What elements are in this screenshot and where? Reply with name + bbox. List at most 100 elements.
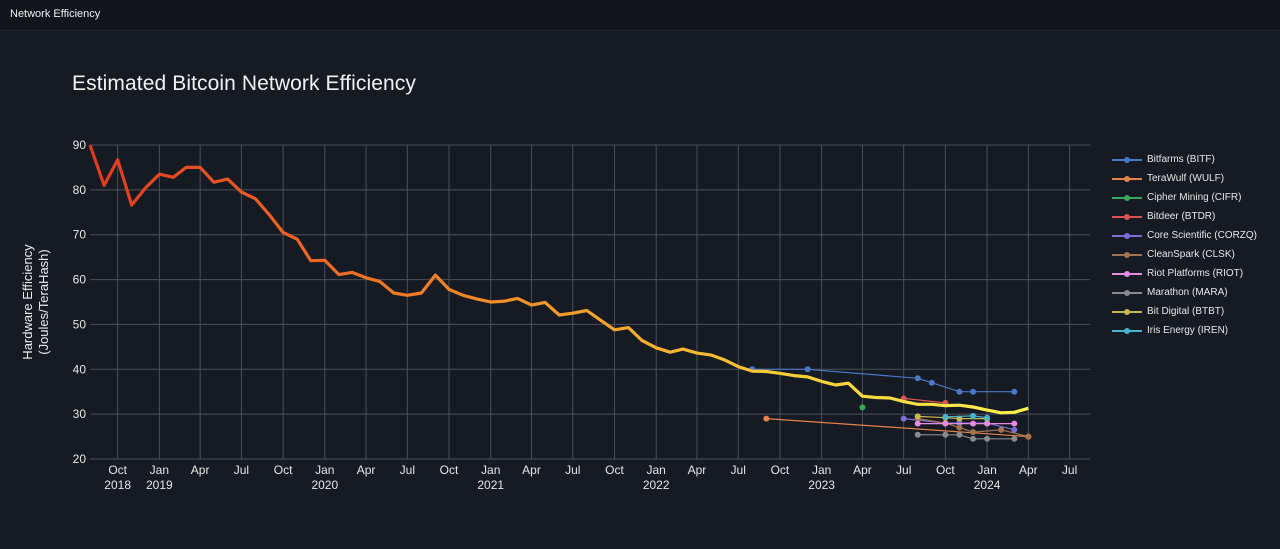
- legend-item[interactable]: TeraWulf (WULF): [1112, 169, 1272, 188]
- series-iris-energy-iren: [942, 412, 991, 421]
- y-tick-label: 90: [73, 138, 87, 152]
- data-point[interactable]: [1011, 426, 1018, 433]
- data-point[interactable]: [914, 375, 921, 382]
- legend-swatch-icon: [1112, 231, 1142, 241]
- x-tick-label: Oct: [108, 463, 127, 477]
- series-bitfarms-bitf: [749, 366, 1018, 395]
- data-point[interactable]: [970, 420, 977, 427]
- legend-swatch-icon: [1112, 269, 1142, 279]
- data-point[interactable]: [942, 420, 949, 427]
- series-line: [945, 415, 988, 419]
- legend-swatch-icon: [1112, 174, 1142, 184]
- legend-swatch-icon: [1112, 326, 1142, 336]
- x-tick-label: Jan: [150, 463, 169, 477]
- series-marathon-mara: [914, 431, 1018, 442]
- legend-item[interactable]: Bit Digital (BTBT): [1112, 302, 1272, 321]
- y-tick-label: 80: [73, 183, 87, 197]
- x-tick-year-label: 2020: [311, 478, 338, 492]
- window-title: Network Efficiency: [10, 8, 101, 20]
- y-tick-label: 50: [73, 317, 87, 331]
- legend-label: CleanSpark (CLSK): [1147, 249, 1235, 260]
- x-tick-label: Jul: [896, 463, 911, 477]
- data-point[interactable]: [970, 435, 977, 442]
- data-point[interactable]: [998, 426, 1005, 433]
- series-line: [766, 418, 1029, 438]
- data-point[interactable]: [1011, 435, 1018, 442]
- legend-swatch-icon: [1112, 155, 1142, 165]
- data-point[interactable]: [1025, 433, 1032, 440]
- x-tick-label: Apr: [688, 463, 707, 477]
- data-point[interactable]: [914, 431, 921, 438]
- legend-item[interactable]: Bitdeer (BTDR): [1112, 207, 1272, 226]
- legend-swatch-icon: [1112, 288, 1142, 298]
- legend-item[interactable]: Bitfarms (BITF): [1112, 150, 1272, 169]
- legend-item[interactable]: Marathon (MARA): [1112, 283, 1272, 302]
- data-point[interactable]: [763, 415, 770, 422]
- grid-layer: [90, 144, 1090, 460]
- data-point[interactable]: [984, 420, 991, 427]
- y-axis-title-line2: (Joules/TeraHash): [36, 249, 51, 355]
- x-tick-year-label: 2018: [104, 478, 131, 492]
- data-point[interactable]: [914, 420, 921, 427]
- data-point[interactable]: [804, 366, 811, 373]
- y-tick-label: 20: [73, 452, 87, 466]
- legend-item[interactable]: Cipher Mining (CIFR): [1112, 188, 1272, 207]
- x-tick-year-label: 2021: [477, 478, 504, 492]
- data-point[interactable]: [956, 431, 963, 438]
- legend-item[interactable]: Iris Energy (IREN): [1112, 321, 1272, 340]
- data-point[interactable]: [942, 413, 949, 420]
- data-point[interactable]: [859, 404, 866, 411]
- x-tick-year-label: 2019: [146, 478, 173, 492]
- data-point[interactable]: [970, 412, 977, 419]
- series-line: [917, 434, 1015, 440]
- series-line: [752, 368, 1015, 393]
- x-tick-label: Jan: [812, 463, 831, 477]
- legend-label: Marathon (MARA): [1147, 287, 1228, 298]
- app-topbar: Network Efficiency: [0, 0, 1280, 31]
- data-point[interactable]: [970, 429, 977, 436]
- legend-label: Bitfarms (BITF): [1147, 154, 1215, 165]
- legend-swatch-icon: [1112, 193, 1142, 203]
- y-tick-label: 70: [73, 228, 87, 242]
- x-tick-label: Apr: [1019, 463, 1038, 477]
- legend-item[interactable]: Riot Platforms (RIOT): [1112, 264, 1272, 283]
- x-tick-label: Jan: [481, 463, 500, 477]
- legend-swatch-icon: [1112, 212, 1142, 222]
- data-point[interactable]: [970, 388, 977, 395]
- data-point[interactable]: [928, 379, 935, 386]
- data-point[interactable]: [942, 431, 949, 438]
- x-tick-year-label: 2024: [974, 478, 1001, 492]
- legend-label: Cipher Mining (CIFR): [1147, 192, 1242, 203]
- series-line: [903, 397, 946, 404]
- legend-item[interactable]: Core Scientific (CORZQ): [1112, 226, 1272, 245]
- data-point[interactable]: [914, 413, 921, 420]
- data-point[interactable]: [956, 388, 963, 395]
- x-tick-label: Jul: [565, 463, 580, 477]
- x-tick-label: Apr: [191, 463, 210, 477]
- x-tick-label: Apr: [853, 463, 872, 477]
- y-axis-title-line1: Hardware Efficiency: [20, 244, 35, 360]
- x-tick-label: Oct: [605, 463, 624, 477]
- x-tick-label: Jul: [1062, 463, 1077, 477]
- legend: Bitfarms (BITF) TeraWulf (WULF) Cipher Min…: [1112, 150, 1272, 340]
- legend-label: Riot Platforms (RIOT): [1147, 268, 1244, 279]
- legend-label: Iris Energy (IREN): [1147, 325, 1229, 336]
- x-tick-label: Oct: [440, 463, 459, 477]
- x-tick-label: Oct: [771, 463, 790, 477]
- data-point[interactable]: [1011, 388, 1018, 395]
- data-point[interactable]: [956, 424, 963, 431]
- data-point[interactable]: [984, 414, 991, 421]
- data-point[interactable]: [984, 435, 991, 442]
- x-tick-label: Apr: [522, 463, 541, 477]
- legend-swatch-icon: [1112, 307, 1142, 317]
- data-point[interactable]: [900, 415, 907, 422]
- network-efficiency-line: [88, 144, 1029, 415]
- legend-item[interactable]: CleanSpark (CLSK): [1112, 245, 1272, 264]
- data-point[interactable]: [1011, 420, 1018, 427]
- series-cipher-mining-cifr: [859, 404, 866, 411]
- x-tick-year-label: 2023: [808, 478, 835, 492]
- data-point[interactable]: [956, 415, 963, 422]
- legend-label: Bitdeer (BTDR): [1147, 211, 1216, 222]
- series-line: [917, 418, 1029, 438]
